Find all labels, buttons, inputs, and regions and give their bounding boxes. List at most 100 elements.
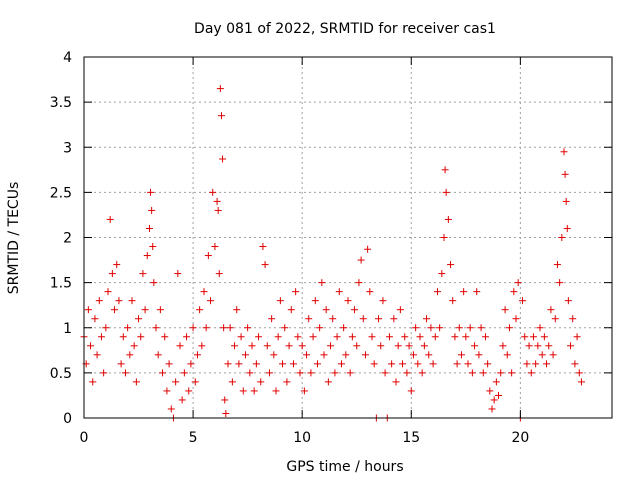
data-point: [337, 360, 345, 368]
data-point: [108, 270, 116, 278]
data-point: [571, 360, 579, 368]
data-point: [425, 351, 433, 359]
data-point: [563, 224, 571, 232]
data-point: [329, 315, 337, 323]
data-point: [460, 288, 468, 296]
data-point: [327, 342, 335, 350]
data-point: [351, 306, 359, 314]
data-point: [113, 261, 121, 269]
data-point: [512, 315, 520, 323]
grid-layer: [84, 57, 612, 418]
data-point: [216, 85, 224, 93]
data-point: [115, 297, 123, 305]
data-point: [375, 315, 383, 323]
data-point: [521, 333, 529, 341]
data-point: [255, 333, 263, 341]
data-point: [89, 378, 97, 386]
data-point: [111, 306, 119, 314]
data-point: [525, 342, 533, 350]
data-point: [346, 369, 354, 377]
data-point: [281, 324, 289, 332]
data-point: [534, 342, 542, 350]
data-point: [394, 342, 402, 350]
data-point: [270, 351, 278, 359]
data-point: [272, 387, 280, 395]
data-point: [348, 333, 356, 341]
data-point: [355, 279, 363, 287]
data-point: [505, 324, 513, 332]
data-point: [252, 360, 260, 368]
y-tick-label: 1.5: [50, 276, 72, 292]
y-tick-label: 0.5: [50, 366, 72, 382]
data-point: [438, 270, 446, 278]
data-point: [385, 333, 393, 341]
data-point: [414, 360, 422, 368]
data-point: [183, 333, 191, 341]
data-point: [172, 378, 180, 386]
data-point: [519, 297, 527, 305]
data-point: [220, 324, 228, 332]
data-point: [538, 351, 546, 359]
data-point: [148, 206, 156, 214]
data-point: [508, 369, 516, 377]
data-point: [119, 333, 127, 341]
data-point: [104, 288, 112, 296]
data-point: [499, 342, 507, 350]
data-point: [399, 360, 407, 368]
data-point: [187, 360, 195, 368]
data-point: [222, 409, 230, 417]
data-point: [573, 333, 581, 341]
data-point: [261, 261, 269, 269]
data-point: [163, 387, 171, 395]
data-point: [228, 378, 236, 386]
data-point: [305, 315, 313, 323]
data-point: [392, 378, 400, 386]
data-point: [298, 342, 306, 350]
data-point: [95, 297, 103, 305]
y-tick-label: 3.5: [50, 95, 72, 111]
data-point: [213, 197, 221, 205]
data-point: [390, 315, 398, 323]
data-point: [259, 243, 267, 251]
data-point: [473, 288, 481, 296]
data-point: [457, 351, 465, 359]
data-point: [161, 333, 169, 341]
data-point: [361, 351, 369, 359]
data-point: [357, 256, 365, 264]
data-point: [219, 155, 227, 163]
data-point: [431, 333, 439, 341]
data-point: [106, 215, 114, 223]
data-point: [441, 166, 449, 174]
data-point: [285, 342, 293, 350]
data-point: [147, 188, 155, 196]
x-tick-label: 5: [189, 430, 198, 446]
data-point: [471, 342, 479, 350]
data-point: [139, 270, 147, 278]
data-point: [405, 342, 413, 350]
data-point: [100, 369, 108, 377]
data-point: [497, 369, 505, 377]
data-point: [451, 333, 459, 341]
data-point: [235, 360, 243, 368]
data-point: [191, 378, 199, 386]
data-point: [215, 270, 223, 278]
data-point: [335, 288, 343, 296]
data-point: [241, 351, 249, 359]
data-point: [311, 297, 319, 305]
data-point: [453, 360, 461, 368]
data-point: [503, 351, 511, 359]
data-point: [265, 369, 273, 377]
data-point: [540, 333, 548, 341]
axis-ticks: 0 0.5 1 1.5 2 2.5 3 3.5 4 0 5 10 15 20: [50, 50, 612, 446]
data-point: [420, 342, 428, 350]
data-point: [224, 360, 232, 368]
chart-title: Day 081 of 2022, SRMTID for receiver cas…: [194, 21, 496, 37]
data-point: [455, 324, 463, 332]
data-point: [477, 324, 485, 332]
data-point: [501, 306, 509, 314]
data-point: [248, 342, 256, 350]
data-point: [436, 324, 444, 332]
data-point: [377, 342, 385, 350]
data-point: [324, 378, 332, 386]
data-point: [196, 306, 204, 314]
